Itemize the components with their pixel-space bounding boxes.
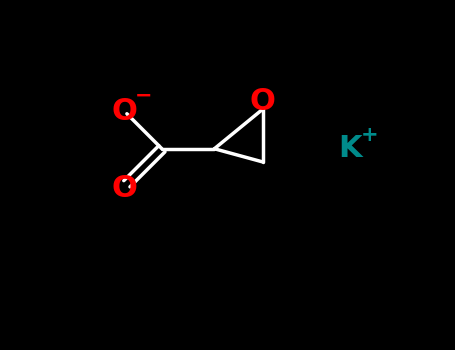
Text: O: O <box>249 87 275 116</box>
Text: O: O <box>112 97 137 126</box>
Text: +: + <box>361 125 379 145</box>
Text: O: O <box>112 174 137 203</box>
Text: K: K <box>338 134 362 163</box>
Text: −: − <box>135 85 152 105</box>
